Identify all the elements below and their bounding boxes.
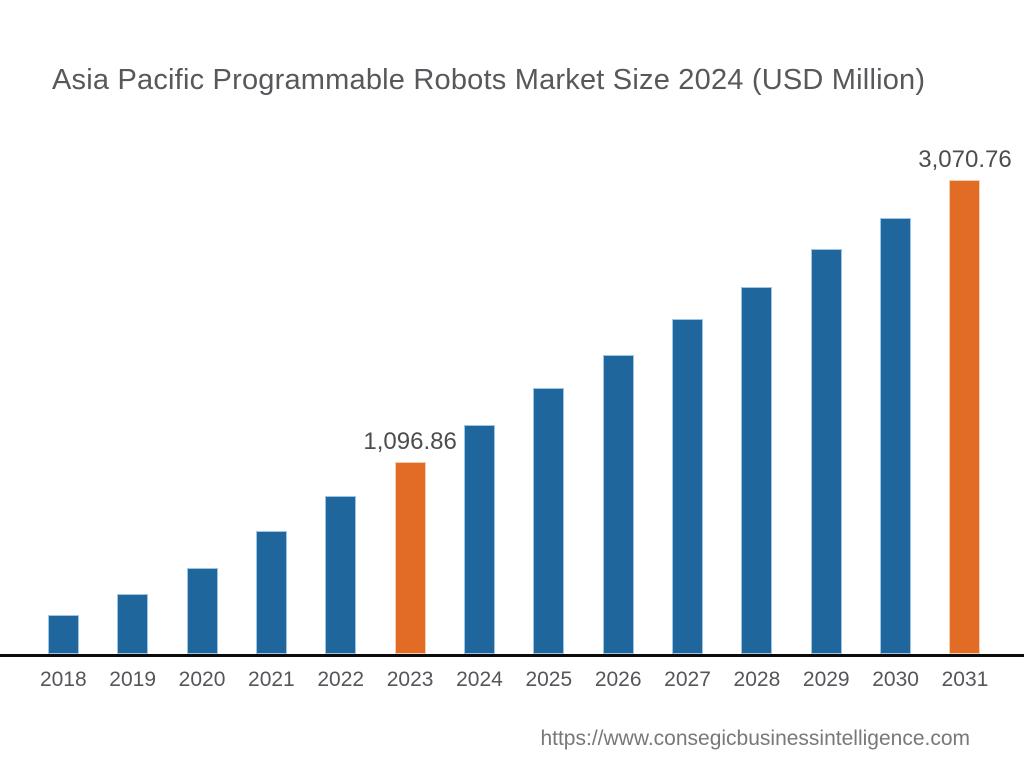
bar-2021 — [255, 531, 287, 654]
x-tick-2021: 2021 — [248, 668, 295, 691]
x-tick-2026: 2026 — [594, 668, 642, 691]
bar-2025 — [533, 388, 565, 654]
bar-2028 — [741, 287, 773, 654]
x-tick-2023: 2023 — [386, 668, 434, 691]
bar-2019 — [117, 594, 149, 654]
x-tick-2030: 2030 — [872, 668, 919, 691]
bar-2026 — [602, 355, 634, 654]
x-tick-2025: 2025 — [525, 668, 573, 691]
x-tick-2028: 2028 — [733, 668, 781, 691]
value-label-2023: 1,096.86 — [363, 428, 457, 455]
x-tick-2027: 2027 — [664, 668, 711, 691]
value-label-2031: 3,070.76 — [918, 146, 1012, 173]
x-axis-line — [0, 654, 1024, 657]
bar-2023 — [394, 462, 426, 654]
x-tick-2019: 2019 — [109, 668, 157, 691]
x-tick-2024: 2024 — [456, 668, 503, 691]
bar-2031 — [949, 180, 981, 654]
bar-2024 — [463, 425, 495, 654]
x-tick-2029: 2029 — [802, 668, 850, 691]
x-tick-2020: 2020 — [178, 668, 226, 691]
x-tick-2031: 2031 — [941, 668, 989, 691]
x-tick-2018: 2018 — [39, 668, 87, 691]
bar-2020 — [186, 568, 218, 654]
bar-2029 — [810, 249, 842, 654]
chart-title: Asia Pacific Programmable Robots Market … — [52, 64, 926, 96]
source-url-link[interactable]: https://www.consegicbusinessintelligence… — [540, 727, 970, 750]
x-tick-2022: 2022 — [317, 668, 365, 691]
bar-2018 — [47, 615, 79, 654]
bar-2022 — [325, 496, 357, 654]
bar-2030 — [880, 218, 912, 654]
bar-2027 — [672, 319, 704, 654]
